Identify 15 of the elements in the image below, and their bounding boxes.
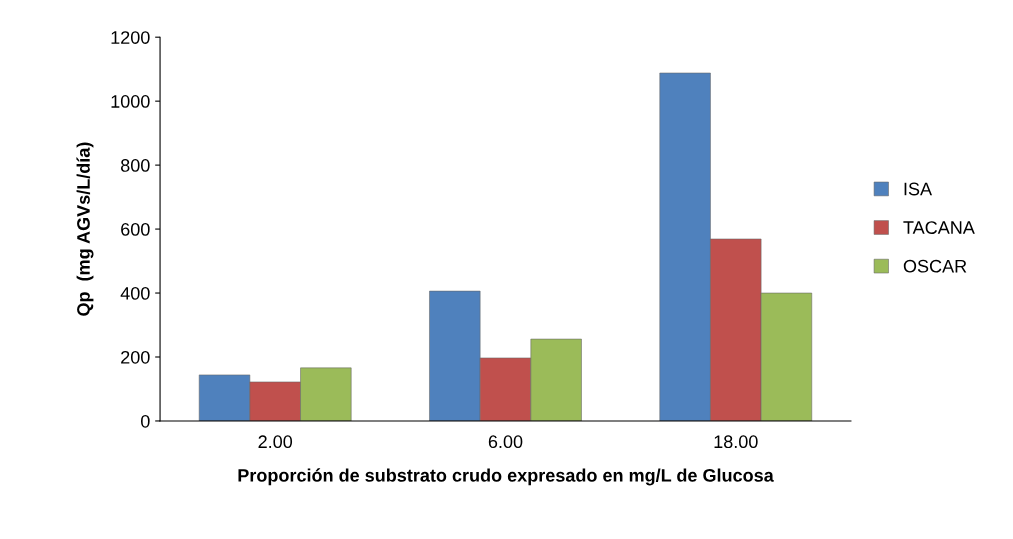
y-tick-label: 1000: [111, 95, 150, 108]
y-tick-label: 400: [120, 286, 150, 300]
x-axis-title: Proporción de substrato crudo expresado en mg/L de Glucosa: [238, 468, 774, 486]
y-tick-label: 0: [141, 414, 150, 428]
y-tick-label: 800: [120, 159, 150, 172]
legend-label: ISA: [904, 182, 933, 196]
legend-label: TACANA: [903, 221, 975, 234]
x-tick-label: 2.00: [258, 435, 293, 449]
y-tick-label: 200: [121, 350, 150, 364]
x-tick-label: 18.00: [714, 435, 758, 449]
legend-label: OSCAR: [903, 259, 967, 273]
y-tick-label: 600: [121, 223, 150, 236]
x-tick-label: 6.00: [488, 435, 523, 449]
y-tick-label: 1200: [111, 31, 150, 44]
y-axis-title: Qp (mg AGVs/L/día): [76, 142, 94, 316]
